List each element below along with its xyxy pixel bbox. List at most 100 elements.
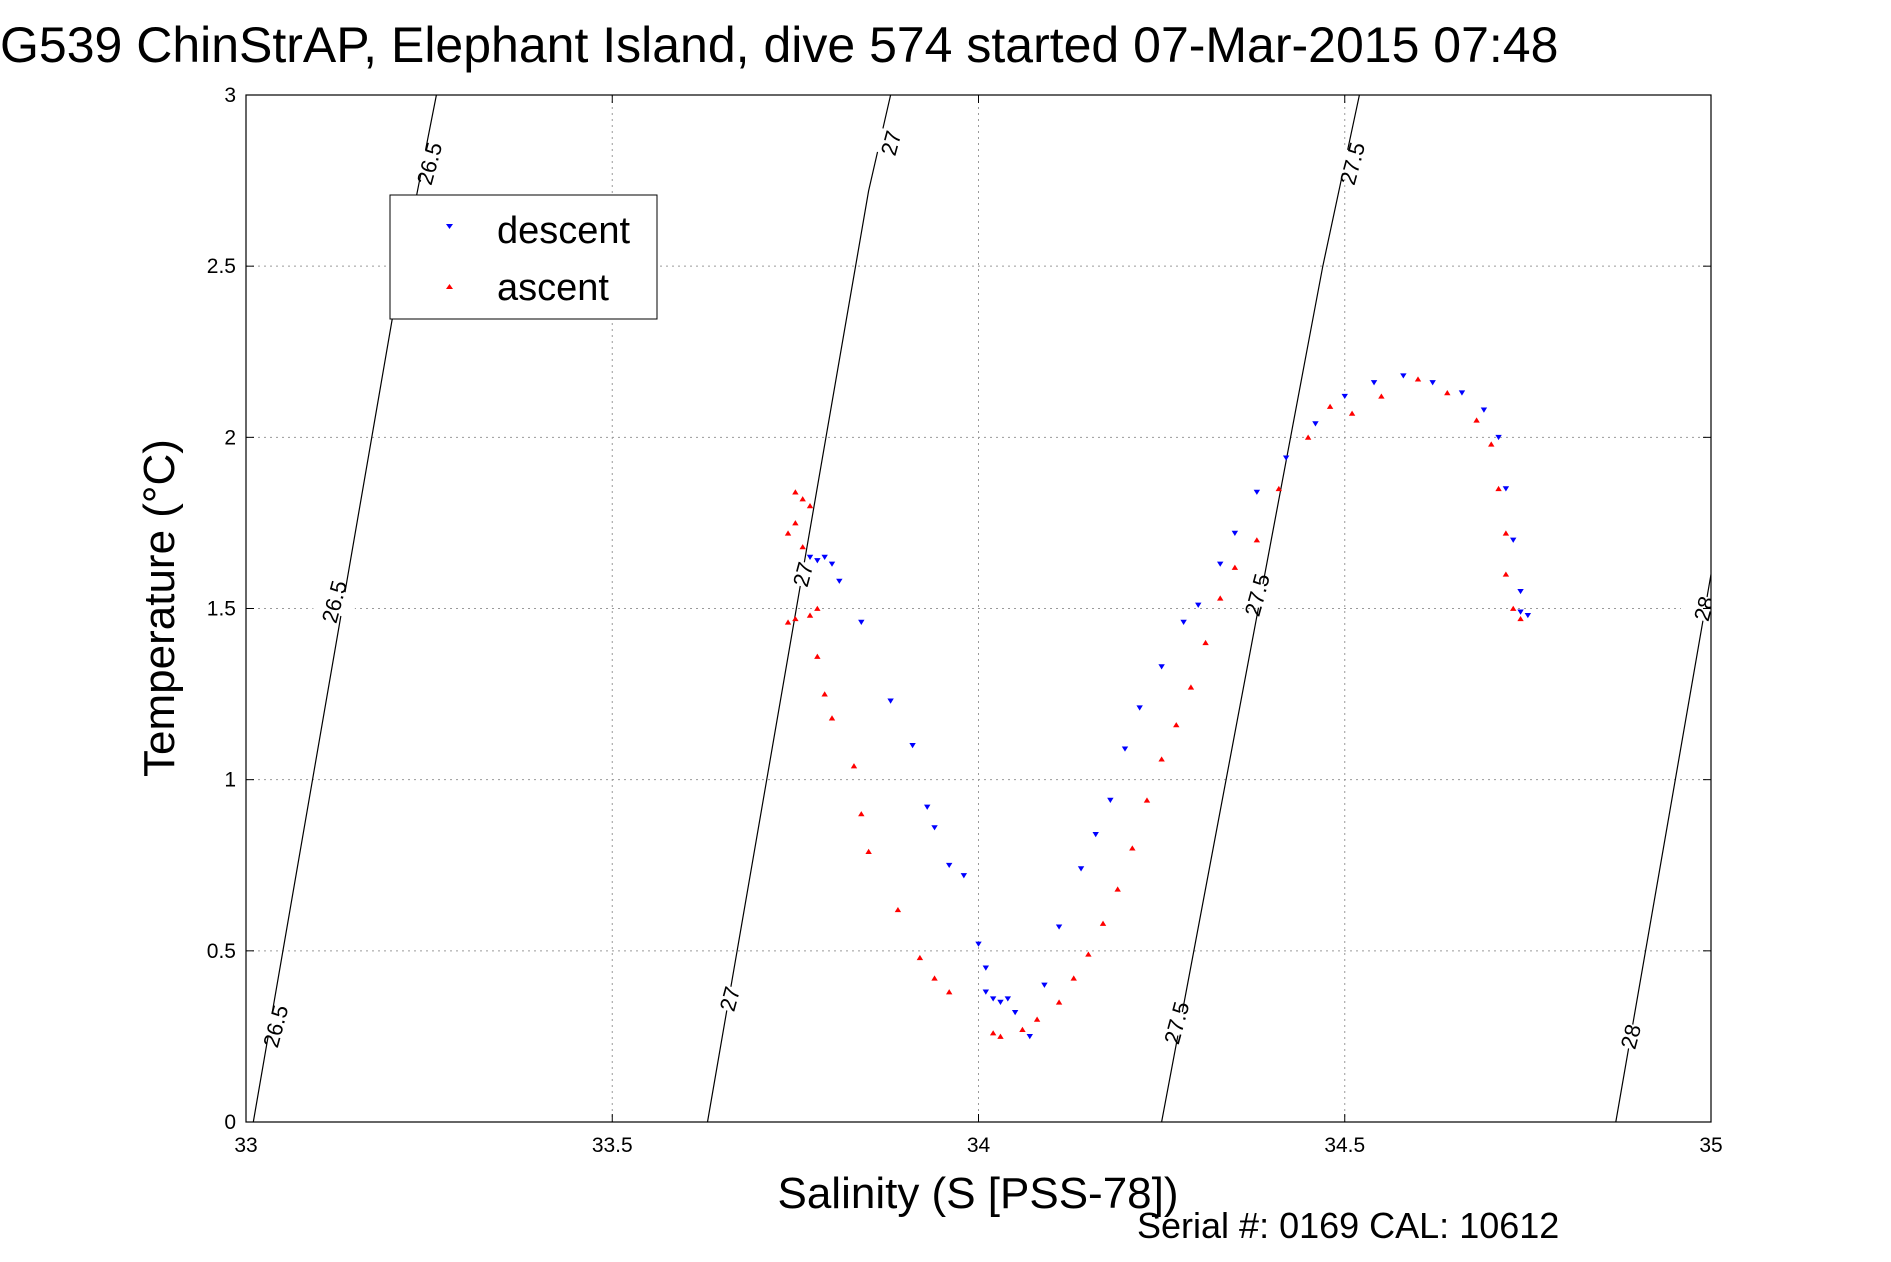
descent-point xyxy=(828,561,836,567)
descent-point xyxy=(960,873,968,879)
x-tick-label: 34 xyxy=(967,1134,991,1157)
y-tick-label: 3 xyxy=(224,84,236,107)
descent-point xyxy=(1312,421,1319,427)
legend-box xyxy=(389,194,658,320)
ascent-point xyxy=(1055,999,1063,1005)
ascent-point xyxy=(1143,797,1151,803)
descent-point xyxy=(1400,373,1407,379)
ascent-point xyxy=(784,619,792,625)
ascent-point xyxy=(1502,530,1510,536)
ascent-point xyxy=(1473,417,1480,423)
ascent-point xyxy=(1414,376,1422,382)
descent-point xyxy=(1217,561,1224,567)
descent-point xyxy=(946,862,953,869)
ascent-point xyxy=(799,496,806,502)
ascent-point xyxy=(1488,441,1495,447)
descent-point xyxy=(1517,609,1524,615)
ascent-point xyxy=(1158,756,1165,762)
y-tick-label: 0 xyxy=(224,1111,236,1134)
ascent-point xyxy=(931,975,938,981)
ascent-point xyxy=(865,848,872,854)
legend-ascent-marker xyxy=(446,284,453,289)
descent-point xyxy=(1458,390,1466,396)
descent-point xyxy=(1195,602,1202,608)
descent-point xyxy=(1510,537,1517,543)
x-tick-label: 33 xyxy=(234,1134,257,1157)
descent-point xyxy=(1341,393,1348,400)
x-tick-label: 34.5 xyxy=(1324,1134,1365,1157)
sigma-contour-27 xyxy=(706,95,892,1122)
descent-point xyxy=(858,619,865,625)
descent-point xyxy=(982,965,990,971)
ascent-point xyxy=(894,906,902,913)
ascent-point xyxy=(792,520,799,526)
descent-point xyxy=(1026,1034,1033,1040)
descent-point xyxy=(1158,664,1165,670)
descent-point xyxy=(975,941,982,947)
descent-point xyxy=(931,825,938,831)
ascent-point xyxy=(850,763,858,769)
descent-point xyxy=(989,996,997,1002)
ascent-point xyxy=(1502,571,1510,577)
ascent-point xyxy=(1510,605,1517,611)
descent-point xyxy=(1180,619,1187,625)
descent-point xyxy=(1121,746,1129,752)
descent-point xyxy=(1011,1010,1019,1016)
descent-point xyxy=(1107,797,1114,804)
contour-label-26.5: 26.5 xyxy=(258,1002,293,1050)
ascent-point xyxy=(784,530,792,536)
contour-label-bg xyxy=(250,1008,300,1044)
ascent-point xyxy=(1326,403,1334,409)
ascent-point xyxy=(806,612,814,618)
descent-point xyxy=(1517,588,1524,595)
descent-point xyxy=(1092,832,1099,838)
ascent-point xyxy=(1173,722,1180,728)
ascent-point xyxy=(1444,390,1451,396)
serial-annotation: Serial #: 0169 CAL: 10612 xyxy=(1137,1205,1559,1246)
ascent-point xyxy=(1253,537,1261,543)
ascent-point xyxy=(799,544,806,550)
descent-point xyxy=(1429,380,1436,386)
y-tick-label: 2 xyxy=(224,426,236,449)
y-tick-label: 2.5 xyxy=(207,255,236,278)
descent-point xyxy=(806,554,814,560)
y-tick-label: 0.5 xyxy=(207,940,236,963)
ascent-point xyxy=(946,989,953,995)
ascent-point xyxy=(828,715,836,721)
data-points xyxy=(784,373,1532,1040)
ascent-point xyxy=(806,503,814,509)
ascent-point xyxy=(1070,975,1077,981)
ascent-point xyxy=(1099,920,1107,926)
contour-label-26.5: 26.5 xyxy=(412,140,447,188)
ascent-point xyxy=(1378,393,1385,399)
ascent-point xyxy=(858,811,865,817)
descent-point xyxy=(1524,612,1532,619)
descent-point xyxy=(1077,866,1085,872)
ascent-point xyxy=(997,1033,1004,1039)
contour-label-bg xyxy=(1151,1005,1201,1041)
descent-point xyxy=(1282,455,1290,461)
descent-point xyxy=(1253,489,1261,495)
ascent-point xyxy=(1304,434,1312,440)
ascent-point xyxy=(814,605,821,611)
ascent-point xyxy=(1187,684,1195,690)
descent-point xyxy=(924,804,931,810)
contour-label-bg xyxy=(1232,577,1282,613)
contour-label-bg xyxy=(778,556,828,592)
ascent-point xyxy=(1517,615,1524,622)
descent-point xyxy=(1502,486,1510,492)
ascent-point xyxy=(1231,564,1239,570)
descent-point xyxy=(1041,982,1048,988)
contour-label-27.5: 27.5 xyxy=(1240,571,1275,619)
contour-label-28: 28 xyxy=(1689,594,1719,624)
legend-ascent-label: ascent xyxy=(497,267,609,309)
ascent-point xyxy=(1114,886,1121,892)
contour-label-bg xyxy=(309,584,359,619)
descent-point xyxy=(1004,996,1011,1002)
descent-point xyxy=(821,554,828,560)
descent-point xyxy=(1231,530,1239,536)
ascent-point xyxy=(1019,1026,1026,1032)
ascent-point xyxy=(1348,410,1356,416)
